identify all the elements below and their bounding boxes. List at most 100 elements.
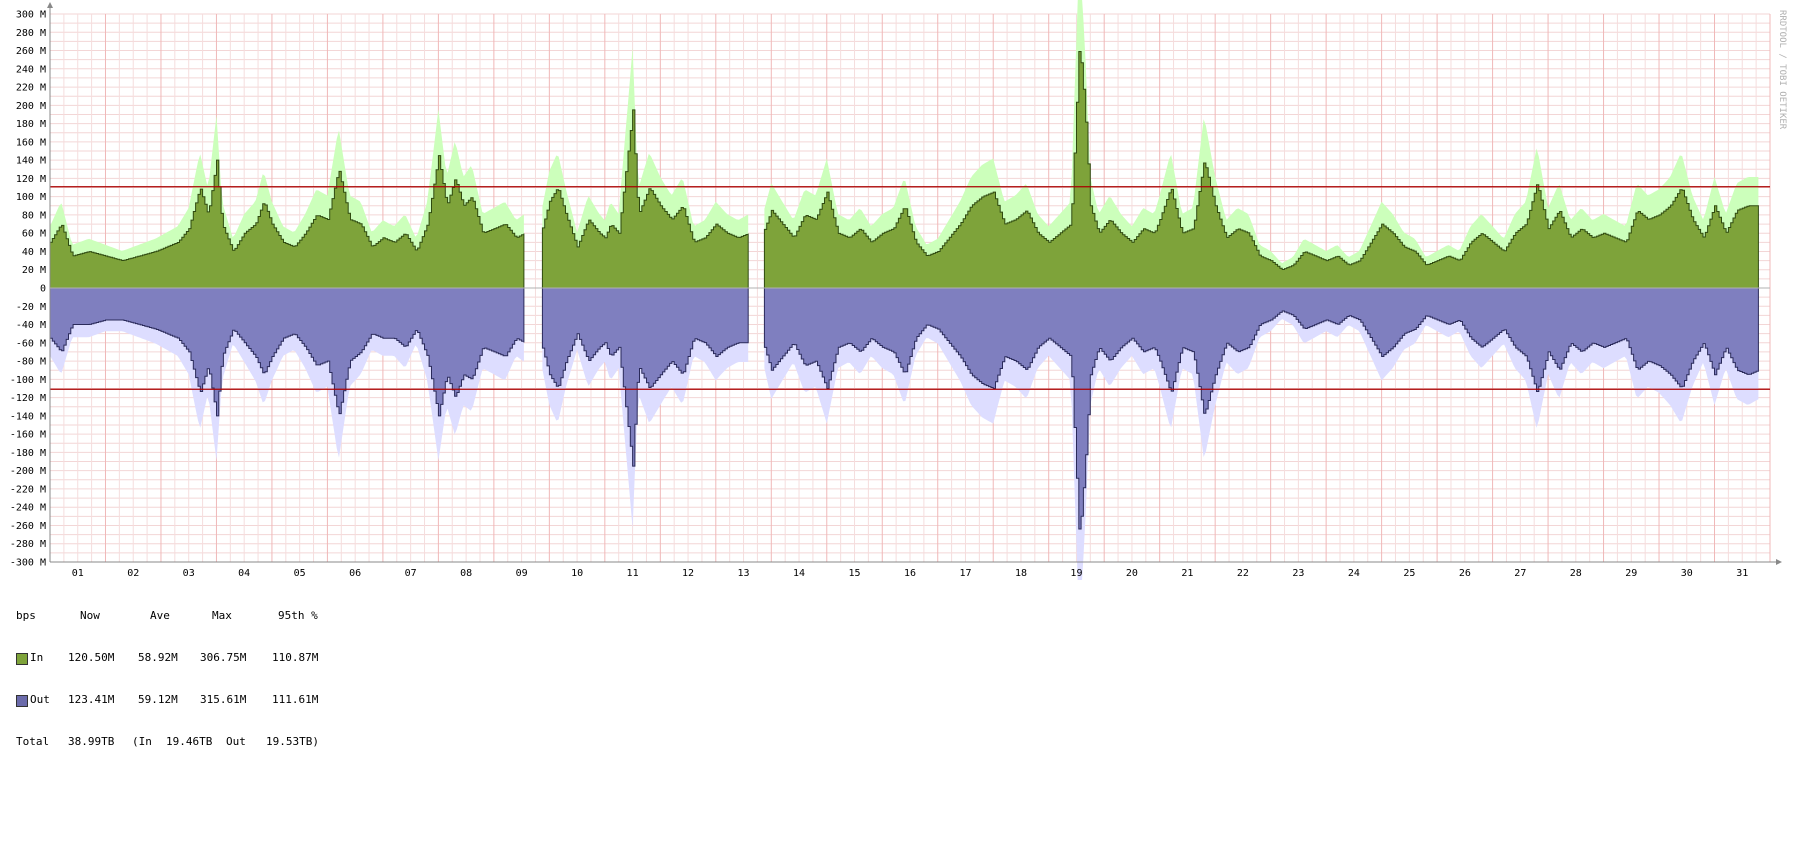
legend-total-label: Total <box>16 735 50 748</box>
x-tick-label: 06 <box>349 568 361 579</box>
y-tick-label: 100 M <box>16 192 46 203</box>
x-tick-label: 17 <box>959 568 971 579</box>
legend-swatch-out <box>16 695 28 707</box>
x-tick-label: 26 <box>1459 568 1471 579</box>
legend-total-out-value: 19.53TB) <box>266 735 319 748</box>
y-tick-label: -160 M <box>10 430 46 441</box>
x-tick-label: 20 <box>1126 568 1138 579</box>
x-tick-label: 12 <box>682 568 694 579</box>
x-tick-label: 22 <box>1237 568 1249 579</box>
x-tick-label: 11 <box>627 568 639 579</box>
y-tick-label: -220 M <box>10 484 46 495</box>
legend-total-in-value: 19.46TB <box>166 735 213 748</box>
y-tick-label: 120 M <box>16 174 46 185</box>
legend: bps Now Ave Max 95th % In 120.50M 58.92M… <box>16 581 319 763</box>
legend-total-out-label: Out <box>226 735 246 748</box>
x-tick-label: 28 <box>1570 568 1582 579</box>
x-tick-labels: 01 02 03 04 05 06 07 08 09 10 11 12 13 14 15 16 17 18 19 20… <box>72 568 1749 579</box>
legend-col-max: Max <box>212 609 232 622</box>
y-tick-label: -140 M <box>10 411 46 422</box>
series-out-max-area <box>764 288 1759 580</box>
legend-in-ave: 58.92M <box>138 651 178 664</box>
series-in-area <box>49 155 525 289</box>
x-tick-label: 03 <box>183 568 195 579</box>
legend-total-in-label: (In <box>132 735 152 748</box>
series-out-area <box>49 287 525 417</box>
series-in-area <box>763 51 1759 289</box>
watermark-text: RRDTOOL / TOBI OETIKER <box>1777 10 1787 130</box>
y-tick-label: -180 M <box>10 448 46 459</box>
x-tick-label: 21 <box>1181 568 1193 579</box>
x-tick-label: 14 <box>793 568 805 579</box>
y-tick-label: 280 M <box>16 28 46 39</box>
y-tick-label: -40 M <box>16 320 46 331</box>
y-tick-label: 40 M <box>22 247 46 258</box>
legend-col-95th: 95th % <box>278 609 318 622</box>
y-tick-labels: -300 M -280 M -260 M -240 M -220 M -200 M -180… <box>10 10 46 569</box>
y-tick-label: 0 <box>40 284 46 295</box>
x-tick-label: 01 <box>72 568 84 579</box>
legend-total-value: 38.99TB <box>68 735 115 748</box>
y-tick-label: -300 M <box>10 558 46 569</box>
y-tick-label: -280 M <box>10 539 46 550</box>
series-in-area <box>541 109 749 289</box>
y-axis-arrow <box>47 2 53 8</box>
legend-label-in: In <box>30 651 44 664</box>
x-tick-label: 24 <box>1348 568 1360 579</box>
y-tick-label: -80 M <box>16 357 46 368</box>
legend-out-now: 123.41M <box>68 693 115 706</box>
legend-row-total: Total 38.99TB (In 19.46TB Out 19.53TB) <box>16 735 319 749</box>
y-tick-label: 260 M <box>16 46 46 57</box>
y-tick-label: 220 M <box>16 83 46 94</box>
legend-swatch-in <box>16 653 28 665</box>
legend-col-now: Now <box>80 609 100 622</box>
y-tick-label: 300 M <box>16 10 46 21</box>
legend-row-in: In 120.50M 58.92M 306.75M 110.87M <box>16 651 318 665</box>
x-tick-label: 08 <box>460 568 472 579</box>
x-tick-label: 15 <box>848 568 860 579</box>
legend-out-ave: 59.12M <box>138 693 178 706</box>
x-tick-label: 18 <box>1015 568 1027 579</box>
chart-axes <box>47 2 1782 565</box>
y-tick-label: -20 M <box>16 302 46 313</box>
chart-areas <box>49 0 1759 580</box>
x-tick-label: 25 <box>1403 568 1415 579</box>
x-tick-label: 19 <box>1070 568 1082 579</box>
series-out-area <box>541 287 749 467</box>
x-tick-label: 09 <box>516 568 528 579</box>
y-tick-label: 80 M <box>22 210 46 221</box>
legend-unit: bps <box>16 609 36 622</box>
y-tick-label: -240 M <box>10 503 46 514</box>
x-tick-label: 23 <box>1292 568 1304 579</box>
y-tick-label: 60 M <box>22 229 46 240</box>
x-tick-label: 10 <box>571 568 583 579</box>
legend-label-out: Out <box>30 693 50 706</box>
legend-in-max: 306.75M <box>200 651 247 664</box>
y-tick-label: -60 M <box>16 338 46 349</box>
x-tick-label: 02 <box>127 568 139 579</box>
y-tick-label: 160 M <box>16 137 46 148</box>
y-tick-label: -100 M <box>10 375 46 386</box>
series-in-max-area <box>764 0 1759 288</box>
y-tick-label: 140 M <box>16 156 46 167</box>
x-tick-label: 05 <box>294 568 306 579</box>
legend-in-95th: 110.87M <box>272 651 319 664</box>
y-tick-label: 240 M <box>16 64 46 75</box>
percentile-lines <box>50 186 1770 390</box>
x-tick-label: 04 <box>238 568 250 579</box>
legend-out-95th: 111.61M <box>272 693 319 706</box>
x-axis-arrow <box>1776 559 1782 565</box>
x-tick-label: 29 <box>1625 568 1637 579</box>
legend-col-ave: Ave <box>150 609 170 622</box>
x-tick-label: 13 <box>738 568 750 579</box>
x-tick-label: 16 <box>904 568 916 579</box>
legend-in-now: 120.50M <box>68 651 115 664</box>
y-tick-label: -260 M <box>10 521 46 532</box>
traffic-chart: -300 M -280 M -260 M -240 M -220 M -200 M -180… <box>10 0 1787 580</box>
x-tick-label: 30 <box>1681 568 1693 579</box>
legend-header-row: bps Now Ave Max 95th % <box>16 609 318 623</box>
y-tick-label: 180 M <box>16 119 46 130</box>
x-tick-label: 07 <box>405 568 417 579</box>
y-tick-label: -120 M <box>10 393 46 404</box>
legend-out-max: 315.61M <box>200 693 247 706</box>
